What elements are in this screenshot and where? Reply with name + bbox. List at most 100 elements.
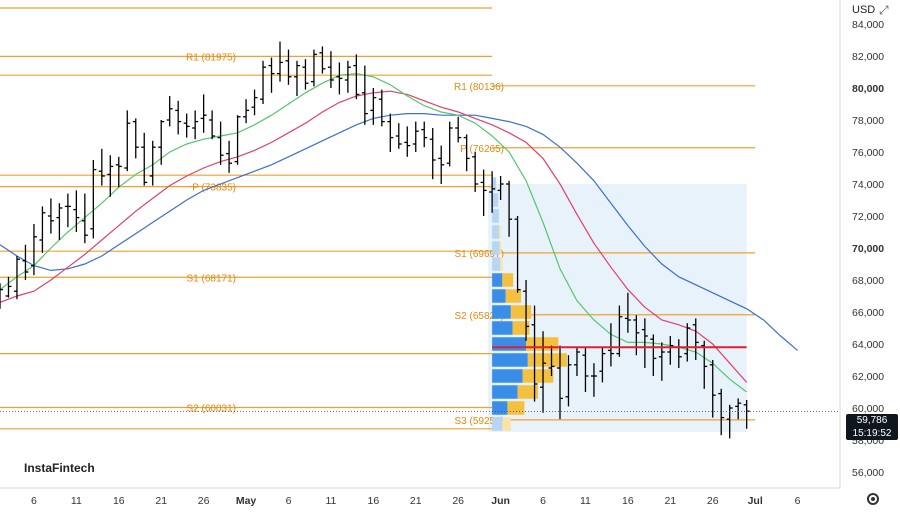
volume-bar-buy (492, 321, 513, 335)
volume-bar-sell (505, 289, 522, 303)
ohlc-bar (701, 340, 708, 389)
ohlc-bar (0, 283, 3, 309)
ohlc-bar (709, 360, 716, 418)
pivot-label-curr: R1 (80136) (454, 82, 504, 93)
ohlc-bar (327, 51, 334, 88)
pivot-label-curr: S2 (65827) (455, 311, 504, 322)
volume-bar-sell (522, 369, 554, 383)
y-tick-label: 84,000 (852, 19, 884, 31)
ohlc-bar (387, 113, 394, 152)
settings-gear-icon[interactable] (867, 493, 879, 505)
ohlc-bar (175, 100, 182, 135)
ohlc-bar (243, 99, 250, 124)
ohlc-bar (370, 88, 377, 125)
ohlc-bar (463, 134, 470, 172)
ohlc-bar (149, 140, 156, 186)
brand-logo: InstaFintech (24, 461, 95, 475)
ohlc-bar (200, 94, 207, 133)
y-tick-label: 80,000 (852, 83, 884, 95)
y-tick-label: 60,000 (852, 403, 884, 415)
ohlc-bar (548, 345, 555, 376)
ohlc-bar (726, 404, 733, 439)
y-tick-label: 76,000 (852, 147, 884, 159)
price-badge: 59,786 15:19:52 (846, 414, 898, 440)
ohlc-bar (336, 62, 343, 95)
volume-bar-sell (517, 385, 539, 399)
volume-bar-sell (500, 257, 503, 271)
ohlc-bar (361, 65, 368, 125)
y-tick-label: 74,000 (852, 179, 884, 191)
ohlc-bar (344, 60, 351, 93)
ohlc-bar (616, 305, 623, 357)
y-tick-label: 66,000 (852, 307, 884, 319)
ohlc-bar (81, 193, 88, 244)
pivot-label-curr: S1 (69697) (455, 249, 504, 260)
volume-bar-sell (510, 305, 532, 319)
pivot-label-prev: R1 (81975) (186, 52, 236, 63)
volume-bar-buy (492, 225, 499, 239)
ohlc-bar (429, 128, 436, 180)
ohlc-bar (183, 113, 190, 138)
ohlc-bar (234, 115, 241, 165)
ohlc-bar (217, 121, 224, 165)
price-badge-value: 59,786 (856, 415, 888, 426)
y-tick-label: 64,000 (852, 339, 884, 351)
volume-bar-buy (492, 209, 499, 223)
ohlc-bar (251, 89, 258, 116)
pivot-levels: R1 (81975) P (73835) S1 (68171) S2 (60031) R… (0, 7, 756, 430)
pivot-label-curr: P (76265) (460, 144, 504, 155)
y-tick-label: 78,000 (852, 115, 884, 127)
ma-slow-line (0, 113, 798, 351)
x-tick-label: 21 (155, 495, 167, 507)
currency-label[interactable]: USD (852, 4, 876, 16)
axes: 56,00058,00060,00062,00064,00066,00068,0… (0, 0, 884, 507)
ohlc-bar (226, 140, 233, 173)
x-tick-label: 26 (198, 495, 210, 507)
ohlc-bar (438, 145, 445, 184)
volume-bar-buy (492, 337, 527, 351)
volume-bar-sell (502, 417, 511, 431)
y-tick-label: 72,000 (852, 211, 884, 223)
ohlc-bar (446, 121, 453, 167)
ohlc-bar (285, 49, 292, 85)
ohlc-bar (158, 120, 165, 165)
volume-bar-sell (526, 337, 559, 351)
ohlc-bar (412, 121, 419, 152)
ohlc-bar (293, 60, 300, 96)
expand-icon[interactable]: ⤢ (879, 3, 889, 17)
y-tick-label: 82,000 (852, 51, 884, 63)
ohlc-bar (90, 160, 97, 239)
ohlc-bar (395, 123, 402, 149)
x-tick-label: 21 (410, 495, 422, 507)
volume-bar-sell (498, 225, 501, 239)
volume-bar-buy (492, 401, 508, 415)
pivot-label-prev: P (73835) (192, 183, 236, 194)
volume-bar-sell (512, 321, 530, 335)
ohlc-bar (132, 118, 139, 159)
pivot-label-prev: S1 (68171) (187, 273, 236, 284)
ohlc-bar (650, 334, 657, 376)
ohlc-bar (124, 110, 131, 172)
ohlc-bar (73, 190, 80, 232)
ohlc-bar (192, 110, 199, 140)
ohlc-bar (523, 280, 530, 341)
ohlc-bar (310, 49, 317, 87)
x-tick-label: 16 (622, 495, 634, 507)
ohlc-bar (260, 60, 267, 104)
ohlc-bar (56, 203, 63, 240)
volume-bar-sell (507, 401, 525, 415)
x-tick-label: 6 (31, 495, 37, 507)
ohlc-bar (209, 110, 216, 140)
ohlc-bar (692, 318, 699, 360)
ohlc-bar (735, 398, 742, 420)
ma-fast-line (0, 72, 748, 393)
x-tick-label: 16 (367, 495, 379, 507)
y-tick-label: 56,000 (852, 467, 884, 479)
ohlc-bar (489, 171, 496, 213)
ohlc-bar (166, 96, 173, 127)
ohlc-bar (624, 292, 631, 333)
ohlc-bar (684, 323, 691, 362)
x-tick-label: 6 (795, 495, 801, 507)
